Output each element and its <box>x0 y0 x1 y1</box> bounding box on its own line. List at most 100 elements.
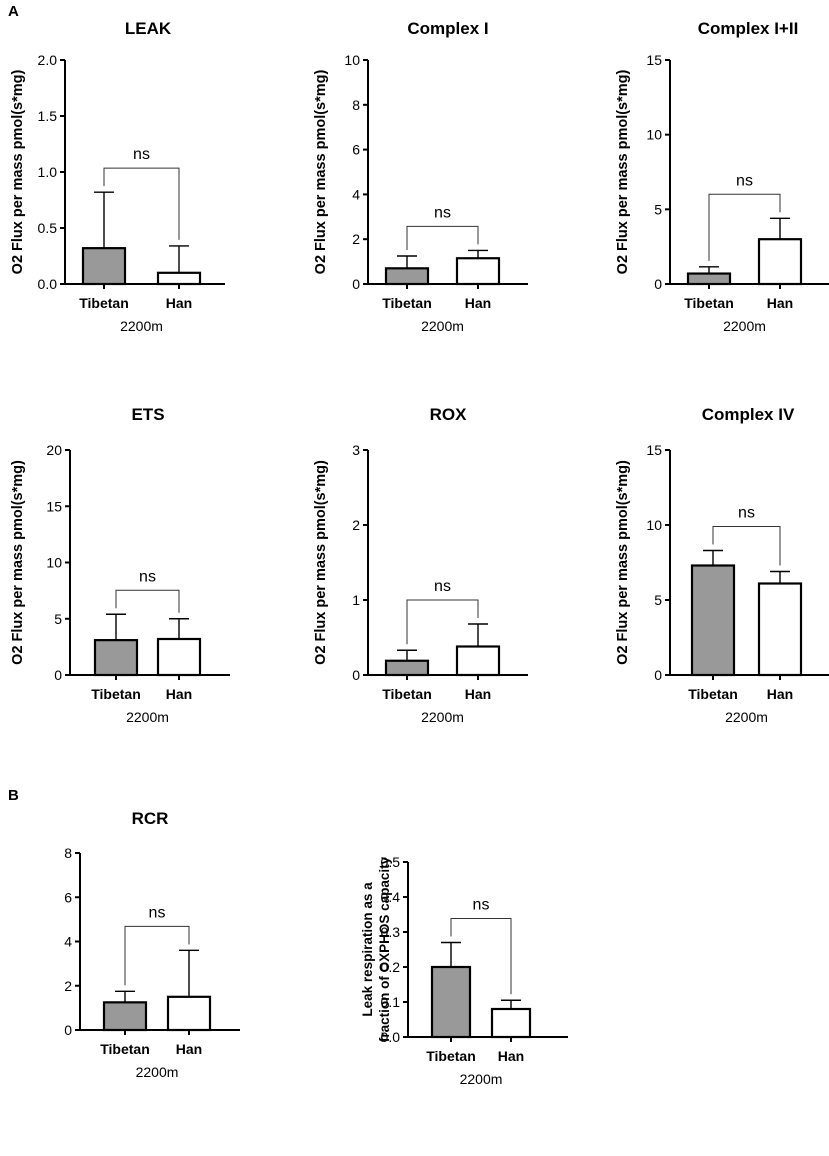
panel-label-a: A <box>8 3 19 20</box>
y-tick-label: 2 <box>352 517 360 533</box>
x-axis-label: 2200m <box>460 1071 503 1087</box>
y-tick-label: 2 <box>64 978 72 994</box>
significance-bracket <box>708 193 781 261</box>
x-axis-label: 2200m <box>136 1064 179 1080</box>
chart-title: Complex I <box>407 19 488 38</box>
x-axis-label: 2200m <box>120 318 163 334</box>
y-tick-label: 1.0 <box>38 164 58 180</box>
y-axis-label-line: Leak respiration as a <box>360 882 375 1017</box>
y-tick-label: 5 <box>54 611 62 627</box>
y-axis-label-line: fraction of OXPHOS capacity <box>377 856 392 1042</box>
chart-3: Complex I+II O2 Flux per mass pmol(s*mg) 0… <box>615 19 829 334</box>
x-axis-label: 2200m <box>421 318 464 334</box>
significance-bracket <box>124 925 190 986</box>
y-tick-label: 0.5 <box>38 220 58 236</box>
chart-title: LEAK <box>125 19 172 38</box>
bar-han <box>455 257 501 286</box>
x-tick-label: Han <box>767 686 793 702</box>
significance-label: ns <box>149 904 166 921</box>
significance-bracket <box>115 589 180 613</box>
bar-han <box>455 645 501 677</box>
y-tick-label: 2.0 <box>38 52 58 68</box>
x-tick-label: Tibetan <box>100 1041 150 1057</box>
significance-bracket <box>406 599 479 645</box>
y-tick-label: 15 <box>46 498 62 514</box>
x-tick-label: Tibetan <box>426 1048 476 1064</box>
bar-tibetan <box>690 564 736 677</box>
y-tick-label: 0 <box>54 667 62 683</box>
bar-tibetan <box>686 272 732 286</box>
significance-bracket <box>450 918 512 995</box>
panel-label-b: B <box>8 787 19 804</box>
y-tick-label: 0.0 <box>38 276 58 292</box>
x-axis-label: 2200m <box>421 709 464 725</box>
y-tick-label: 4 <box>64 934 72 950</box>
bar-tibetan <box>102 1001 148 1032</box>
y-tick-label: 0.2 <box>381 959 401 975</box>
significance-label: ns <box>738 505 755 522</box>
y-tick-label: 1 <box>352 592 360 608</box>
chart-title: ETS <box>131 405 164 424</box>
chart-title: ROX <box>430 405 468 424</box>
y-tick-label: 8 <box>352 97 360 113</box>
bar-tibetan <box>384 267 430 286</box>
significance-label: ns <box>434 204 451 221</box>
significance-label: ns <box>139 568 156 585</box>
significance-label: ns <box>736 172 753 189</box>
bar-tibetan <box>430 965 472 1039</box>
y-tick-label: 0.5 <box>381 854 401 870</box>
y-tick-label: 5 <box>654 592 662 608</box>
significance-bracket <box>406 225 479 250</box>
x-tick-label: Han <box>498 1048 524 1064</box>
chart-6: Complex IV O2 Flux per mass pmol(s*mg) 0 5 1… <box>615 405 829 725</box>
chart-5: ROX O2 Flux per mass pmol(s*mg) 0 1 2 3 Tibeta… <box>313 405 528 725</box>
x-axis-label: 2200m <box>126 709 169 725</box>
bar-tibetan <box>384 659 430 677</box>
y-tick-label: 0.0 <box>381 1029 401 1045</box>
y-tick-label: 20 <box>46 442 62 458</box>
chart-title: Complex I+II <box>698 19 799 38</box>
x-tick-label: Han <box>176 1041 202 1057</box>
y-axis-label: O2 Flux per mass pmol(s*mg) <box>313 70 329 275</box>
y-tick-label: 10 <box>646 127 662 143</box>
significance-label: ns <box>473 897 490 914</box>
y-tick-label: 0 <box>352 276 360 292</box>
y-tick-label: 0 <box>64 1022 72 1038</box>
y-axis-label: O2 Flux per mass pmol(s*mg) <box>615 460 631 665</box>
x-tick-label: Tibetan <box>684 295 734 311</box>
chart-2: Complex I O2 Flux per mass pmol(s*mg) 0 2 4 6… <box>313 19 528 334</box>
chart-1: LEAK O2 Flux per mass pmol(s*mg) 0.0 0.5 1.0… <box>10 19 225 334</box>
y-tick-label: 0 <box>654 667 662 683</box>
y-tick-label: 0.3 <box>381 924 401 940</box>
x-tick-label: Han <box>465 686 491 702</box>
y-tick-label: 8 <box>64 845 72 861</box>
y-tick-label: 5 <box>654 201 662 217</box>
y-tick-label: 0.4 <box>381 889 401 905</box>
y-tick-label: 10 <box>646 517 662 533</box>
y-tick-label: 6 <box>64 889 72 905</box>
y-axis-label: O2 Flux per mass pmol(s*mg) <box>615 70 631 275</box>
x-axis-label: 2200m <box>723 318 766 334</box>
y-tick-label: 15 <box>646 52 662 68</box>
x-axis-label: 2200m <box>725 709 768 725</box>
x-tick-label: Han <box>767 295 793 311</box>
x-tick-label: Tibetan <box>688 686 738 702</box>
y-tick-label: 15 <box>646 442 662 458</box>
bar-tibetan <box>81 247 127 286</box>
y-tick-label: 0.1 <box>381 994 401 1010</box>
bar-han <box>757 582 803 677</box>
bar-han <box>757 238 803 286</box>
x-tick-label: Tibetan <box>79 295 129 311</box>
y-tick-label: 10 <box>344 52 360 68</box>
bar-han <box>490 1007 532 1039</box>
y-tick-label: 1.5 <box>38 108 58 124</box>
bar-han <box>156 271 202 286</box>
bar-han <box>156 637 202 677</box>
y-tick-label: 4 <box>352 186 360 202</box>
x-tick-label: Tibetan <box>91 686 141 702</box>
x-tick-label: Tibetan <box>382 295 432 311</box>
charts-container: LEAK O2 Flux per mass pmol(s*mg) 0.0 0.5 1.0… <box>10 19 829 1087</box>
chart-title: RCR <box>132 809 169 828</box>
significance-label: ns <box>434 578 451 595</box>
